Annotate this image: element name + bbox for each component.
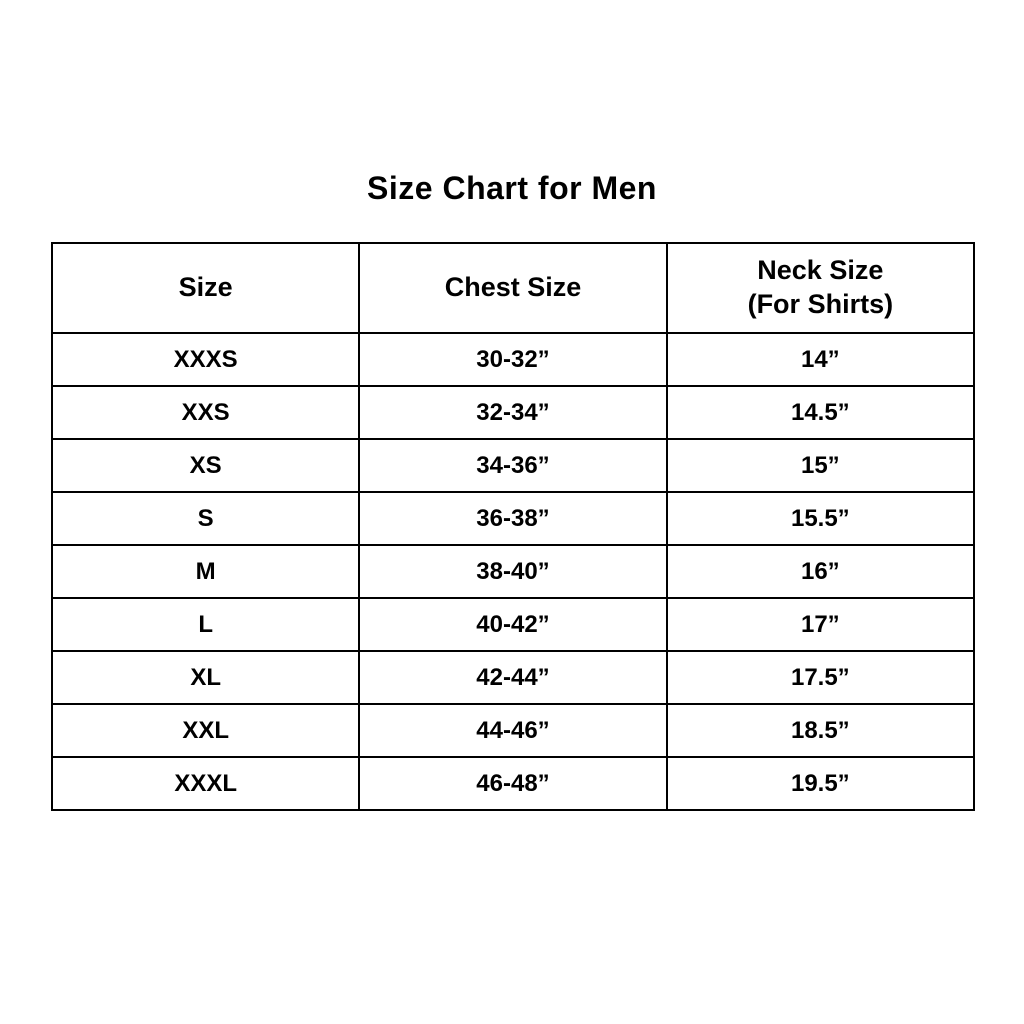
header-row: Size Chest Size Neck Size (For Shirts) — [50, 242, 976, 334]
size-chart-table: Size Chest Size Neck Size (For Shirts) X… — [50, 242, 976, 811]
cell-neck: 19.5” — [665, 756, 976, 811]
cell-neck: 15.5” — [665, 491, 976, 546]
cell-size: XL — [50, 650, 361, 705]
column-header-size: Size — [50, 242, 361, 334]
cell-chest: 32-34” — [358, 385, 668, 440]
cell-chest: 44-46” — [358, 703, 668, 758]
cell-size: XXL — [50, 703, 361, 758]
cell-chest: 40-42” — [358, 597, 668, 652]
table-row: XS 34-36” 15” — [50, 438, 976, 493]
column-header-neck-size: Neck Size (For Shirts) — [665, 242, 976, 334]
cell-neck: 17.5” — [665, 650, 976, 705]
cell-neck: 14.5” — [665, 385, 976, 440]
cell-neck: 18.5” — [665, 703, 976, 758]
cell-size: L — [50, 597, 361, 652]
table-row: XL 42-44” 17.5” — [50, 650, 976, 705]
cell-chest: 36-38” — [358, 491, 668, 546]
cell-chest: 46-48” — [358, 756, 668, 811]
table-row: S 36-38” 15.5” — [50, 491, 976, 546]
cell-size: XS — [50, 438, 361, 493]
cell-size: S — [50, 491, 361, 546]
table-row: XXXS 30-32” 14” — [50, 332, 976, 387]
table-row: XXL 44-46” 18.5” — [50, 703, 976, 758]
cell-size: XXXS — [50, 332, 361, 387]
column-header-neck-size-sublabel: (For Shirts) — [747, 289, 894, 319]
page-title: Size Chart for Men — [367, 170, 657, 206]
table-row: XXXL 46-48” 19.5” — [50, 756, 976, 811]
column-header-chest-size-label: Chest Size — [444, 272, 582, 303]
cell-size: XXXL — [50, 756, 361, 811]
cell-chest: 34-36” — [358, 438, 668, 493]
column-header-chest-size: Chest Size — [358, 242, 668, 334]
cell-neck: 14” — [665, 332, 976, 387]
column-header-size-label: Size — [178, 272, 233, 303]
cell-size: XXS — [50, 385, 361, 440]
cell-neck: 17” — [665, 597, 976, 652]
cell-neck: 16” — [665, 544, 976, 599]
column-header-neck-size-label: Neck Size — [757, 255, 884, 286]
cell-chest: 38-40” — [358, 544, 668, 599]
table-row: M 38-40” 16” — [50, 544, 976, 599]
cell-chest: 42-44” — [358, 650, 668, 705]
table-row: L 40-42” 17” — [50, 597, 976, 652]
cell-neck: 15” — [665, 438, 976, 493]
cell-chest: 30-32” — [358, 332, 668, 387]
table-row: XXS 32-34” 14.5” — [50, 385, 976, 440]
cell-size: M — [50, 544, 361, 599]
